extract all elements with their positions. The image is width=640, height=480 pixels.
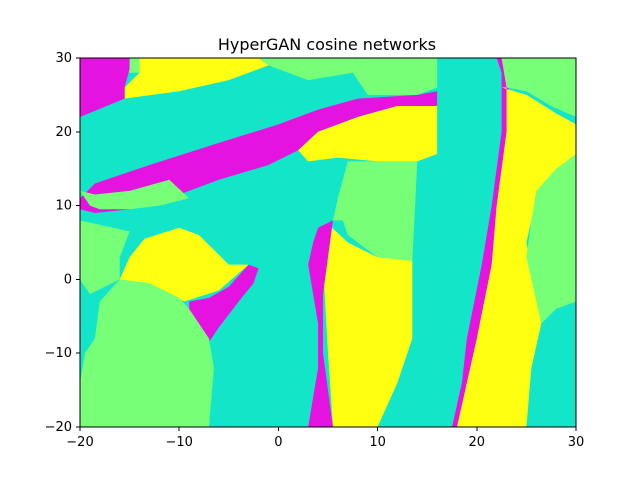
x-axis: −20 −10 0 10 20 30 [66,427,584,450]
x-tick-label: −10 [165,435,192,450]
plot-border [79,57,577,428]
x-tick-label: 30 [568,435,585,450]
region-center-top-yellow [298,105,438,162]
region-right-magenta-stripe [452,58,512,427]
region-left-magenta-small [189,264,259,343]
x-tick-label: −20 [66,435,93,450]
region-left-green-small [80,179,190,210]
region-center-yellow-band [323,224,413,427]
region-right-yellow-band [456,87,576,428]
y-tick-label: −10 [45,346,72,361]
x-tick-label: 10 [369,435,386,450]
region-top-right-green-a [352,58,438,95]
y-axis: −20 −10 0 10 20 30 [45,51,80,435]
y-tick-label: 30 [55,51,72,66]
y-tick-label: 20 [55,125,72,140]
region-top-green-center [258,58,358,81]
region-right-green-mid [526,153,576,324]
y-tick-label: −20 [45,420,72,435]
plot-regions [80,58,576,428]
region-top-yellow [124,58,269,99]
y-tick-label: 0 [64,272,72,287]
x-tick-label: 0 [274,435,282,450]
chart-title: HyperGAN cosine networks [218,35,436,54]
y-tick-label: 10 [55,199,72,214]
x-tick-label: 20 [469,435,486,450]
region-bottom-left-green [80,279,214,427]
region-center-green-polygon [332,161,418,261]
region-green-triangle [80,220,130,295]
region-right-green-top [501,58,576,118]
region-left-yellow [119,227,249,302]
region-top-left-magenta [80,58,130,118]
plot-frame [79,57,577,428]
region-center-magenta-thin [308,220,333,427]
